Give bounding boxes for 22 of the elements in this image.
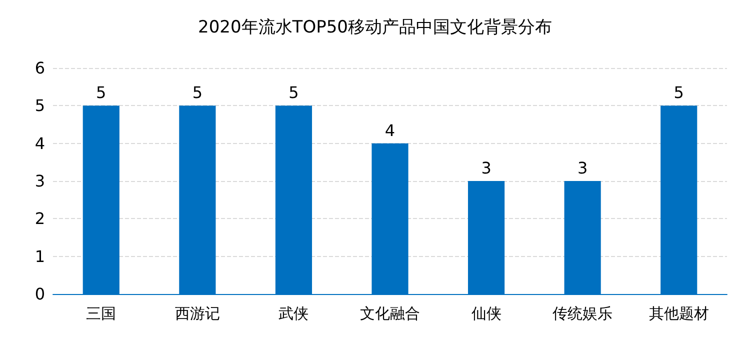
y-tick-label: 6 — [34, 58, 45, 78]
data-label: 5 — [674, 83, 684, 102]
y-tick-label: 5 — [34, 96, 45, 116]
x-tick-label: 其他题材 — [648, 304, 709, 322]
data-label: 4 — [384, 120, 396, 140]
x-tick-label: 西游记 — [174, 304, 220, 322]
data-label: 3 — [481, 158, 492, 178]
y-tick-label: 2 — [34, 209, 45, 228]
data-label: 5 — [288, 83, 299, 102]
chart-title: 2020年流水TOP50移动产品中国文化背景分布 — [198, 18, 552, 38]
x-tick-label: 文化融合 — [360, 304, 420, 322]
x-tick-label: 三国 — [86, 304, 116, 322]
y-tick-label: 3 — [34, 172, 45, 190]
x-tick-label: 武侠 — [278, 304, 309, 322]
data-label: 3 — [577, 158, 588, 178]
y-tick-label: 1 — [34, 246, 45, 266]
data-label: 5 — [192, 83, 203, 102]
x-tick-label: 仙侠 — [471, 304, 502, 322]
y-tick-label: 4 — [34, 134, 45, 153]
data-label: 5 — [96, 83, 106, 102]
x-tick-label: 传统娱乐 — [552, 304, 613, 322]
y-tick-label: 0 — [34, 284, 45, 304]
